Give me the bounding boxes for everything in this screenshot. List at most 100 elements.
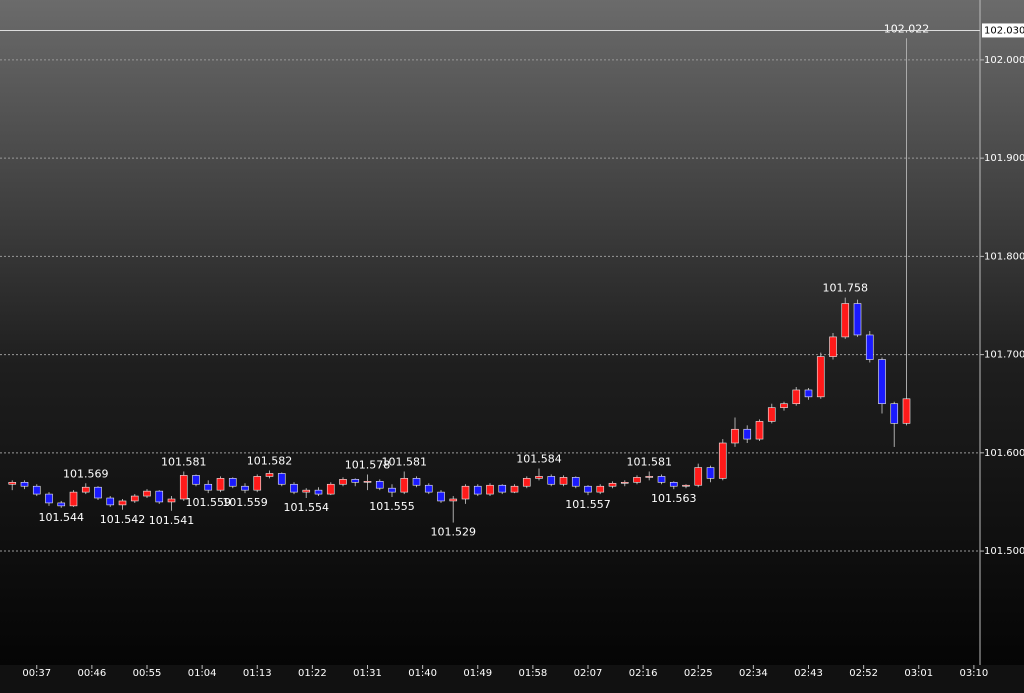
x-tick-label: 02:07 (574, 668, 603, 679)
candle-body (8, 481, 17, 485)
x-tick-label: 01:13 (243, 668, 272, 679)
candle-body (302, 489, 311, 493)
x-tick-label: 00:37 (22, 668, 51, 679)
candle-body (865, 334, 874, 360)
x-tick-label: 02:34 (739, 668, 768, 679)
candle-body (694, 467, 703, 486)
candle-body (522, 478, 531, 487)
candle-body (657, 476, 666, 483)
candle-body (130, 495, 139, 502)
candle-body (829, 336, 837, 357)
candle-body (535, 476, 543, 479)
x-tick-label: 03:10 (959, 668, 988, 679)
x-tick-label: 02:16 (629, 668, 658, 679)
y-tick-label: 101.600 (984, 448, 1024, 459)
candle-body (633, 477, 641, 483)
candle-body (155, 490, 164, 503)
x-tick-label: 02:43 (794, 668, 823, 679)
price-annotation: 101.542 (100, 513, 146, 526)
x-tick-label: 01:31 (353, 668, 382, 679)
candle-body (645, 476, 654, 478)
x-tick-label: 01:58 (518, 668, 547, 679)
candle-body (608, 482, 617, 487)
price-annotation: 101.559 (186, 496, 232, 509)
candle-body (437, 491, 445, 502)
candle-body (179, 475, 188, 500)
plot-background (0, 0, 1024, 665)
y-tick-label: 101.700 (984, 350, 1024, 361)
candle-body (32, 485, 41, 495)
candle-body (571, 477, 580, 487)
price-annotation: 101.559 (222, 496, 268, 509)
candle-body (375, 481, 384, 489)
price-annotation: 101.554 (284, 501, 330, 514)
x-tick-label: 01:04 (188, 668, 217, 679)
candle-body (314, 489, 323, 495)
candle-body (890, 403, 899, 424)
candle-body (241, 485, 249, 491)
x-tick-label: 00:55 (133, 668, 162, 679)
candle-body (841, 303, 850, 338)
price-annotation: 101.758 (823, 282, 869, 295)
price-annotation: 101.582 (247, 455, 293, 468)
candle-body (363, 481, 372, 483)
y-tick-label: 101.900 (984, 153, 1024, 164)
price-annotation: 101.584 (516, 453, 562, 466)
candle-body (486, 484, 494, 495)
x-tick-label: 00:46 (77, 668, 106, 679)
candle-body (449, 498, 458, 502)
x-tick-label: 01:40 (408, 668, 437, 679)
candle-body (878, 359, 886, 405)
x-tick-label: 01:22 (298, 668, 327, 679)
price-annotation: 101.555 (369, 500, 415, 513)
candle-body (804, 389, 813, 398)
price-annotation: 101.578 (345, 458, 391, 471)
price-annotation: 101.581 (382, 455, 428, 468)
candle-body (216, 478, 225, 491)
x-tick-label: 02:52 (849, 668, 878, 679)
candle-body (853, 303, 862, 336)
candle-body (143, 490, 151, 497)
candle-body (682, 484, 690, 487)
candle-body (57, 502, 66, 507)
candle-body (69, 491, 78, 507)
candle-body (228, 478, 237, 487)
candle-body (412, 478, 421, 486)
candle-body (498, 484, 507, 493)
candle-body (461, 485, 470, 500)
candle-body (706, 467, 715, 479)
candle-body (547, 476, 556, 485)
price-annotation: 101.581 (627, 455, 673, 468)
price-annotation: 101.569 (63, 467, 109, 480)
y-tick-label: 101.500 (984, 546, 1024, 557)
price-annotation: 101.544 (39, 511, 85, 524)
x-tick-label: 02:25 (684, 668, 713, 679)
candle-body (596, 485, 605, 493)
candle-body (118, 500, 127, 506)
candle-body (351, 479, 360, 483)
candle-body (620, 481, 629, 484)
price-annotation: 101.541 (149, 514, 195, 527)
candle-body (204, 483, 213, 491)
candle-body (669, 481, 678, 487)
candle-body (792, 389, 801, 405)
candle-body (253, 476, 262, 491)
candle-body (473, 485, 482, 495)
candle-body (81, 486, 90, 493)
x-tick-label: 01:49 (463, 668, 492, 679)
last-price-label: 102.030 (984, 25, 1024, 36)
candle-body (265, 473, 274, 477)
candle-body (718, 442, 727, 479)
candle-body (743, 428, 752, 440)
last-price-box (982, 23, 1024, 38)
candle-body (400, 478, 409, 493)
y-tick-label: 102.000 (984, 55, 1024, 66)
price-annotation: 102.022 (884, 22, 930, 35)
price-annotation: 101.557 (565, 498, 611, 511)
x-tick-label: 03:01 (904, 668, 933, 679)
candle-body (339, 479, 347, 485)
candle-body (424, 484, 433, 493)
candle-body (767, 407, 776, 422)
candle-body (755, 421, 764, 440)
